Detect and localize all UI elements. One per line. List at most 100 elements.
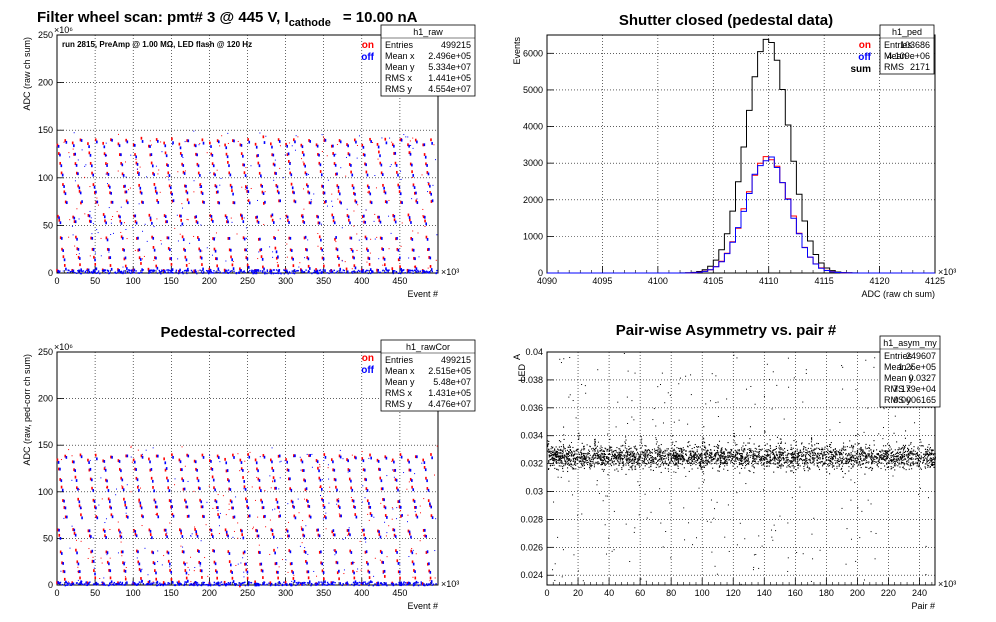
- data-point: [780, 467, 782, 469]
- data-point: [797, 467, 799, 469]
- data-point: [407, 514, 409, 516]
- data-point: [885, 451, 887, 453]
- data-point: [721, 457, 723, 459]
- data-point: [801, 460, 804, 462]
- panel-title: Shutter closed (pedestal data): [619, 12, 833, 29]
- data-point: [819, 452, 821, 454]
- data-point: [347, 272, 349, 274]
- data-point: [105, 550, 108, 554]
- data-point: [887, 453, 890, 455]
- data-point: [837, 451, 839, 453]
- data-point: [332, 533, 335, 537]
- data-point: [774, 448, 776, 450]
- data-point: [273, 179, 275, 181]
- data-point: [641, 457, 643, 459]
- data-point: [851, 455, 853, 457]
- data-point: [337, 198, 339, 200]
- data-point: [104, 534, 106, 538]
- data-point: [563, 457, 565, 459]
- data-point: [92, 537, 94, 539]
- data-point: [292, 190, 294, 194]
- data-point: [729, 452, 731, 454]
- data-point: [433, 144, 435, 146]
- data-point: [321, 271, 323, 273]
- data-point: [286, 256, 288, 258]
- data-point: [551, 454, 553, 456]
- data-point: [64, 192, 67, 196]
- data-point: [356, 582, 358, 585]
- data-point: [286, 243, 288, 245]
- data-point: [631, 465, 633, 467]
- data-point: [805, 454, 807, 456]
- data-point: [229, 583, 232, 585]
- data-point: [718, 465, 721, 467]
- data-point: [854, 461, 856, 463]
- data-point: [325, 200, 327, 203]
- data-point: [780, 452, 782, 454]
- data-point: [610, 449, 612, 451]
- stats-label: Entries: [884, 40, 913, 50]
- data-point: [548, 460, 550, 462]
- data-point: [777, 442, 779, 444]
- data-point: [734, 467, 736, 470]
- data-point: [416, 455, 418, 459]
- data-point: [152, 486, 154, 489]
- data-point: [409, 152, 412, 156]
- data-point: [300, 526, 302, 528]
- data-point: [199, 174, 201, 177]
- data-point: [625, 456, 627, 458]
- data-point: [321, 134, 323, 136]
- data-point: [635, 458, 637, 460]
- data-point: [415, 191, 417, 195]
- data-point: [715, 453, 717, 455]
- data-point: [581, 464, 583, 466]
- data-point: [61, 488, 64, 492]
- data-point: [149, 533, 152, 537]
- data-point: [187, 270, 190, 272]
- data-point: [617, 459, 619, 461]
- data-point: [808, 467, 810, 469]
- data-point: [374, 557, 376, 559]
- data-point: [361, 268, 363, 272]
- data-point: [910, 441, 912, 444]
- data-point: [313, 193, 315, 195]
- data-point: [555, 452, 557, 454]
- data-point: [226, 533, 228, 537]
- data-point: [326, 155, 328, 157]
- data-point: [89, 255, 91, 257]
- data-point: [634, 465, 636, 467]
- data-point: [117, 133, 119, 135]
- data-point: [133, 268, 136, 272]
- data-point: [148, 144, 150, 148]
- data-point: [224, 143, 226, 147]
- data-point: [223, 268, 226, 272]
- data-point: [703, 426, 705, 428]
- data-point: [109, 185, 111, 187]
- data-point: [108, 207, 110, 209]
- data-point: [638, 463, 640, 465]
- data-point: [164, 468, 167, 472]
- data-point: [719, 465, 721, 468]
- data-point: [137, 449, 139, 451]
- data-point: [618, 453, 620, 455]
- data-point: [257, 269, 260, 271]
- data-point: [606, 456, 608, 458]
- data-point: [97, 582, 99, 585]
- stats-label: Mean x: [385, 366, 415, 376]
- data-point: [78, 570, 81, 573]
- data-point: [177, 583, 180, 586]
- data-point: [421, 582, 424, 586]
- data-point: [854, 451, 856, 453]
- data-point: [327, 179, 329, 181]
- data-point: [699, 461, 701, 463]
- data-point: [272, 251, 274, 253]
- data-point: [102, 459, 104, 463]
- data-point: [390, 164, 392, 166]
- data-point: [323, 459, 325, 461]
- data-point: [318, 161, 321, 165]
- data-point: [90, 271, 92, 274]
- data-point: [239, 143, 242, 147]
- data-point: [697, 458, 699, 460]
- data-point: [882, 458, 885, 460]
- data-point: [213, 172, 215, 176]
